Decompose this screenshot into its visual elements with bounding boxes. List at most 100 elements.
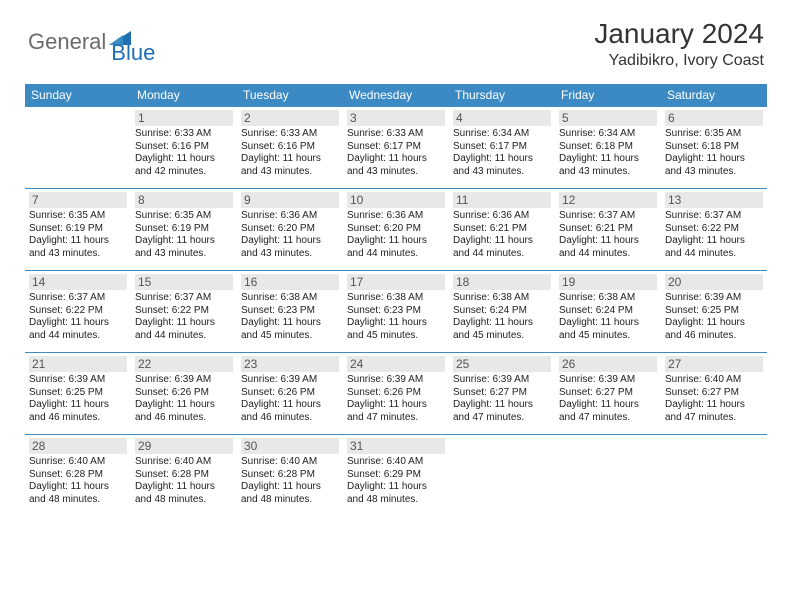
day-number: 17 <box>347 274 445 290</box>
logo: General Blue <box>28 18 155 66</box>
day-info: Sunrise: 6:33 AMSunset: 6:16 PMDaylight:… <box>135 128 233 178</box>
sunrise-line: Sunrise: 6:35 AM <box>665 128 741 139</box>
sunrise-line: Sunrise: 6:34 AM <box>453 128 529 139</box>
day-info: Sunrise: 6:38 AM Sunset: 6:23 PMDaylight:… <box>241 292 339 342</box>
sunset-line: Sunset: 6:25 PM <box>665 305 739 316</box>
sunrise-line: Sunrise: 6:36 AM <box>241 210 317 221</box>
day-info: Sunrise: 6:36 AMSunset: 6:20 PMDaylight:… <box>347 210 445 260</box>
sunrise-line: Sunrise: 6:38 AM <box>241 292 317 303</box>
day-info: Sunrise: 6:35 AMSunset: 6:19 PMDaylight:… <box>29 210 127 260</box>
daylight-line: Daylight: 11 hours and 45 minutes. <box>559 317 639 341</box>
sunset-line: Sunset: 6:16 PM <box>241 141 315 152</box>
day-info: Sunrise: 6:37 AMSunset: 6:22 PMDaylight:… <box>29 292 127 342</box>
daylight-line: Daylight: 11 hours and 46 minutes. <box>135 399 215 423</box>
day-info: Sunrise: 6:36 AMSunset: 6:20 PMDaylight:… <box>241 210 339 260</box>
calendar-day-cell: 11Sunrise: 6:36 AMSunset: 6:21 PMDayligh… <box>449 189 555 271</box>
calendar-day-cell: 14Sunrise: 6:37 AMSunset: 6:22 PMDayligh… <box>25 271 131 353</box>
sunrise-line: Sunrise: 6:39 AM <box>241 374 317 385</box>
sunrise-line: Sunrise: 6:38 AM <box>453 292 529 303</box>
daylight-line: Daylight: 11 hours and 47 minutes. <box>665 399 745 423</box>
calendar-day-cell: 13Sunrise: 6:37 AMSunset: 6:22 PMDayligh… <box>661 189 767 271</box>
daylight-line: Daylight: 11 hours and 45 minutes. <box>347 317 427 341</box>
sunset-line: Sunset: 6:21 PM <box>559 223 633 234</box>
logo-text-blue: Blue <box>111 40 155 66</box>
day-number: 7 <box>29 192 127 208</box>
daylight-line: Daylight: 11 hours and 44 minutes. <box>347 235 427 259</box>
day-number: 12 <box>559 192 657 208</box>
day-info: Sunrise: 6:40 AMSunset: 6:27 PMDaylight:… <box>665 374 763 424</box>
sunrise-line: Sunrise: 6:40 AM <box>29 456 105 467</box>
day-info: Sunrise: 6:39 AM Sunset: 6:25 PMDaylight:… <box>665 292 763 342</box>
day-info: Sunrise: 6:40 AMSunset: 6:28 PMDaylight:… <box>29 456 127 506</box>
daylight-line: Daylight: 11 hours and 44 minutes. <box>29 317 109 341</box>
sunrise-line: Sunrise: 6:40 AM <box>347 456 423 467</box>
sunset-line: Sunset: 6:17 PM <box>453 141 527 152</box>
daylight-line: Daylight: 11 hours and 42 minutes. <box>135 153 215 177</box>
sunrise-line: Sunrise: 6:36 AM <box>347 210 423 221</box>
daylight-line: Daylight: 11 hours and 48 minutes. <box>135 481 215 505</box>
daylight-line: Daylight: 11 hours and 48 minutes. <box>241 481 321 505</box>
day-number: 2 <box>241 110 339 126</box>
day-info: Sunrise: 6:35 AM Sunset: 6:18 PMDaylight:… <box>665 128 763 178</box>
sunset-line: Sunset: 6:18 PM <box>559 141 633 152</box>
daylight-line: Daylight: 11 hours and 48 minutes. <box>29 481 109 505</box>
sunrise-line: Sunrise: 6:39 AM <box>347 374 423 385</box>
day-number: 10 <box>347 192 445 208</box>
day-info: Sunrise: 6:38 AMSunset: 6:23 PMDaylight:… <box>347 292 445 342</box>
calendar-day-cell: 8Sunrise: 6:35 AMSunset: 6:19 PMDaylight… <box>131 189 237 271</box>
daylight-line: Daylight: 11 hours and 43 minutes. <box>665 153 745 177</box>
sunset-line: Sunset: 6:26 PM <box>135 387 209 398</box>
day-number: 15 <box>135 274 233 290</box>
calendar-day-cell: 31Sunrise: 6:40 AMSunset: 6:29 PMDayligh… <box>343 435 449 517</box>
sunset-line: Sunset: 6:26 PM <box>241 387 315 398</box>
day-number: 4 <box>453 110 551 126</box>
day-number: 13 <box>665 192 763 208</box>
calendar-day-cell: 23Sunrise: 6:39 AMSunset: 6:26 PMDayligh… <box>237 353 343 435</box>
weekday-header: Tuesday <box>237 84 343 107</box>
day-number: 1 <box>135 110 233 126</box>
day-info: Sunrise: 6:38 AMSunset: 6:24 PMDaylight:… <box>453 292 551 342</box>
day-info: Sunrise: 6:39 AMSunset: 6:26 PMDaylight:… <box>241 374 339 424</box>
day-number: 6 <box>665 110 763 126</box>
calendar-week-row: 14Sunrise: 6:37 AMSunset: 6:22 PMDayligh… <box>25 271 767 353</box>
sunset-line: Sunset: 6:27 PM <box>559 387 633 398</box>
daylight-line: Daylight: 11 hours and 43 minutes. <box>241 235 321 259</box>
sunset-line: Sunset: 6:16 PM <box>135 141 209 152</box>
day-number: 20 <box>665 274 763 290</box>
location: Yadibikro, Ivory Coast <box>594 52 764 70</box>
daylight-line: Daylight: 11 hours and 47 minutes. <box>559 399 639 423</box>
sunrise-line: Sunrise: 6:39 AM <box>559 374 635 385</box>
day-number: 16 <box>241 274 339 290</box>
weekday-header-row: SundayMondayTuesdayWednesdayThursdayFrid… <box>25 84 767 107</box>
day-number: 26 <box>559 356 657 372</box>
day-number: 8 <box>135 192 233 208</box>
calendar-week-row: 1Sunrise: 6:33 AMSunset: 6:16 PMDaylight… <box>25 107 767 189</box>
calendar-day-cell: 3Sunrise: 6:33 AMSunset: 6:17 PMDaylight… <box>343 107 449 189</box>
daylight-line: Daylight: 11 hours and 45 minutes. <box>241 317 321 341</box>
calendar-day-cell: 24Sunrise: 6:39 AMSunset: 6:26 PMDayligh… <box>343 353 449 435</box>
sunrise-line: Sunrise: 6:33 AM <box>241 128 317 139</box>
daylight-line: Daylight: 11 hours and 43 minutes. <box>241 153 321 177</box>
sunrise-line: Sunrise: 6:35 AM <box>135 210 211 221</box>
sunrise-line: Sunrise: 6:34 AM <box>559 128 635 139</box>
sunset-line: Sunset: 6:28 PM <box>241 469 315 480</box>
sunset-line: Sunset: 6:23 PM <box>241 305 315 316</box>
calendar-table: SundayMondayTuesdayWednesdayThursdayFrid… <box>25 84 767 517</box>
daylight-line: Daylight: 11 hours and 46 minutes. <box>665 317 745 341</box>
day-number: 18 <box>453 274 551 290</box>
sunset-line: Sunset: 6:25 PM <box>29 387 103 398</box>
calendar-day-cell: 30Sunrise: 6:40 AMSunset: 6:28 PMDayligh… <box>237 435 343 517</box>
calendar-day-cell: 5Sunrise: 6:34 AMSunset: 6:18 PMDaylight… <box>555 107 661 189</box>
sunrise-line: Sunrise: 6:39 AM <box>665 292 741 303</box>
calendar-empty-cell <box>661 435 767 517</box>
calendar-week-row: 21Sunrise: 6:39 AMSunset: 6:25 PMDayligh… <box>25 353 767 435</box>
daylight-line: Daylight: 11 hours and 44 minutes. <box>135 317 215 341</box>
calendar-day-cell: 22Sunrise: 6:39 AMSunset: 6:26 PMDayligh… <box>131 353 237 435</box>
sunrise-line: Sunrise: 6:37 AM <box>559 210 635 221</box>
daylight-line: Daylight: 11 hours and 43 minutes. <box>29 235 109 259</box>
sunset-line: Sunset: 6:18 PM <box>665 141 739 152</box>
sunrise-line: Sunrise: 6:37 AM <box>665 210 741 221</box>
calendar-day-cell: 20 Sunrise: 6:39 AM Sunset: 6:25 PMDayligh… <box>661 271 767 353</box>
title-block: January 2024 Yadibikro, Ivory Coast <box>594 18 764 70</box>
daylight-line: Daylight: 11 hours and 47 minutes. <box>347 399 427 423</box>
